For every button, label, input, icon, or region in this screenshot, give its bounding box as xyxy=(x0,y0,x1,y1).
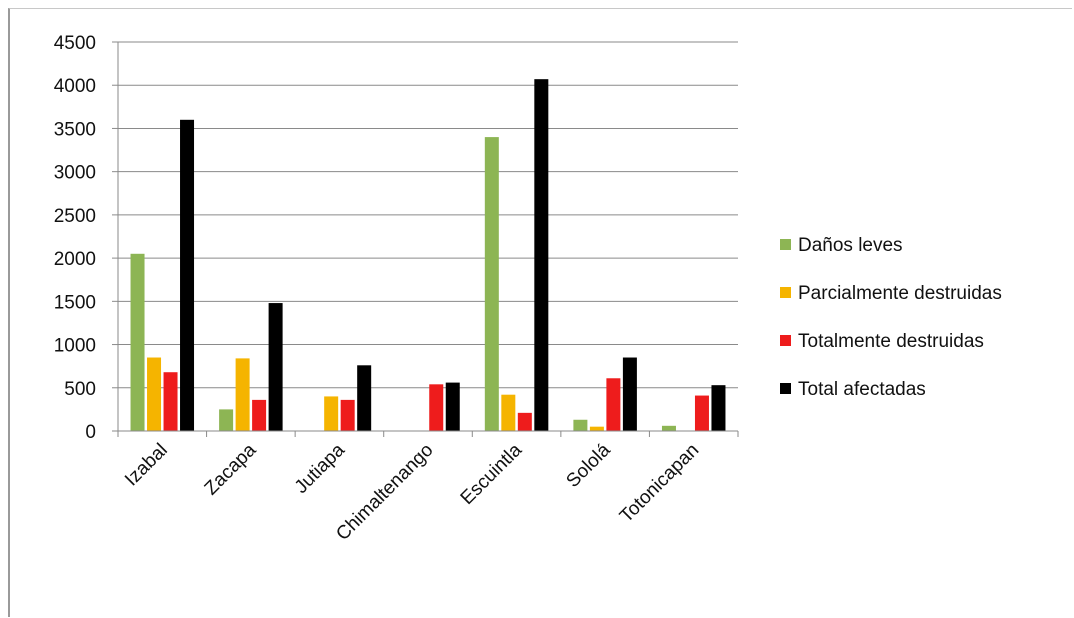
legend-label: Daños leves xyxy=(798,235,903,256)
x-tick-label: Chimaltenango xyxy=(332,440,437,545)
bar-totonicapan-series-2 xyxy=(694,395,709,431)
bar-totonicapan-series-0 xyxy=(661,425,676,431)
x-tick-label: Totonicapan xyxy=(616,440,703,527)
bar-izabal-series-2 xyxy=(163,372,178,431)
bar-chimaltenango-series-2 xyxy=(429,384,444,431)
legend-label: Totalmente destruidas xyxy=(798,331,984,352)
bar-zacapa-series-3 xyxy=(268,303,283,431)
bars xyxy=(130,79,726,432)
legend: Daños leves Parcialmente destruidas Totalm… xyxy=(780,235,1002,400)
gridlines xyxy=(118,41,738,389)
bar-zacapa-series-2 xyxy=(252,399,267,431)
legend-swatch xyxy=(780,287,791,298)
bar-izabal-series-0 xyxy=(130,253,145,431)
bar-zacapa-series-1 xyxy=(235,358,250,431)
x-tick-label: Zacapa xyxy=(201,439,261,499)
legend-swatch xyxy=(780,383,791,394)
y-tick-label: 2000 xyxy=(54,249,96,270)
bar-escuintla-series-3 xyxy=(534,79,549,431)
legend-swatch xyxy=(780,335,791,346)
bar-izabal-series-1 xyxy=(147,357,162,431)
legend-swatch xyxy=(780,239,791,250)
bar-jutiapa-series-2 xyxy=(340,399,355,431)
bar-escuintla-series-2 xyxy=(517,412,532,431)
y-tick-label: 3500 xyxy=(54,119,96,140)
x-tick-label: Sololá xyxy=(562,439,615,492)
bar-escuintla-series-1 xyxy=(501,394,516,431)
y-tick-label: 4000 xyxy=(54,76,96,97)
bar-jutiapa-series-3 xyxy=(357,365,372,431)
x-tick-label: Escuintla xyxy=(457,439,527,509)
x-tick-label: Izabal xyxy=(121,440,172,491)
y-tick-label: 4500 xyxy=(54,33,96,54)
y-tick-label: 1000 xyxy=(54,336,96,357)
bar-sololá-series-0 xyxy=(573,419,588,431)
bar-sololá-series-2 xyxy=(606,378,621,431)
y-tick-label: 500 xyxy=(64,379,96,400)
bar-izabal-series-3 xyxy=(180,119,195,432)
x-tick-label: Jutiapa xyxy=(291,439,349,497)
y-axis: 0 500 1000 1500 2000 2500 3000 3500 4000 4500 xyxy=(54,33,119,443)
bar-sololá-series-3 xyxy=(622,357,637,431)
bar-jutiapa-series-1 xyxy=(324,396,339,431)
legend-label: Total afectadas xyxy=(798,379,926,400)
y-tick-label: 2500 xyxy=(54,206,96,227)
bar-sololá-series-1 xyxy=(589,426,604,431)
bar-chimaltenango-series-3 xyxy=(445,382,460,431)
bar-totonicapan-series-3 xyxy=(711,385,726,431)
bar-escuintla-series-0 xyxy=(484,137,499,432)
y-tick-label: 3000 xyxy=(54,163,96,184)
y-tick-label: 1500 xyxy=(54,292,96,313)
chart-frame xyxy=(8,8,1072,617)
bar-zacapa-series-0 xyxy=(219,409,234,431)
legend-label: Parcialmente destruidas xyxy=(798,283,1002,304)
y-tick-label: 0 xyxy=(85,422,96,443)
